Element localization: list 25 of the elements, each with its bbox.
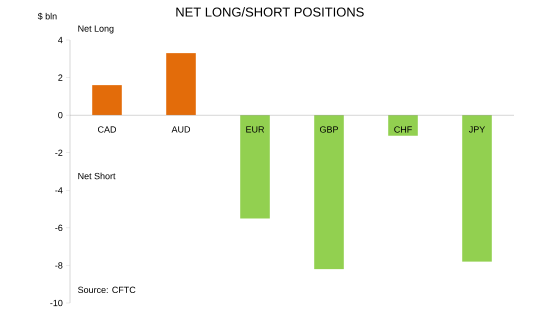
bar xyxy=(314,115,344,270)
bar xyxy=(388,115,418,136)
annotation: Source: CFTC xyxy=(78,286,136,294)
chart-title: NET LONG/SHORT POSITIONS xyxy=(176,7,364,17)
bar xyxy=(92,85,122,116)
y-tick-label: 2 xyxy=(58,74,62,81)
x-tick-label: EUR xyxy=(246,126,264,133)
y-tick-label: -10 xyxy=(50,300,62,306)
y-tick-label: 0 xyxy=(58,112,62,118)
y-tick-label: 4 xyxy=(58,36,63,44)
text: Net Long xyxy=(78,25,114,34)
x-tick-label: JPY xyxy=(468,126,486,133)
bar xyxy=(166,53,196,116)
x-tick-label: CAD xyxy=(98,126,116,133)
y-tick-label: -8 xyxy=(55,262,62,269)
bar xyxy=(462,115,492,262)
x-tick-label: GBP xyxy=(320,126,338,133)
y-tick-label: -2 xyxy=(55,150,62,156)
annotation: Net Short xyxy=(78,172,116,180)
x-tick-label: AUD xyxy=(172,126,190,133)
y-tick-label: -4 xyxy=(55,187,63,194)
bar xyxy=(240,115,270,218)
y-axis-title: $ bln xyxy=(38,12,57,20)
y-tick-label: -6 xyxy=(55,224,62,232)
x-tick-label: CHF xyxy=(394,126,412,133)
